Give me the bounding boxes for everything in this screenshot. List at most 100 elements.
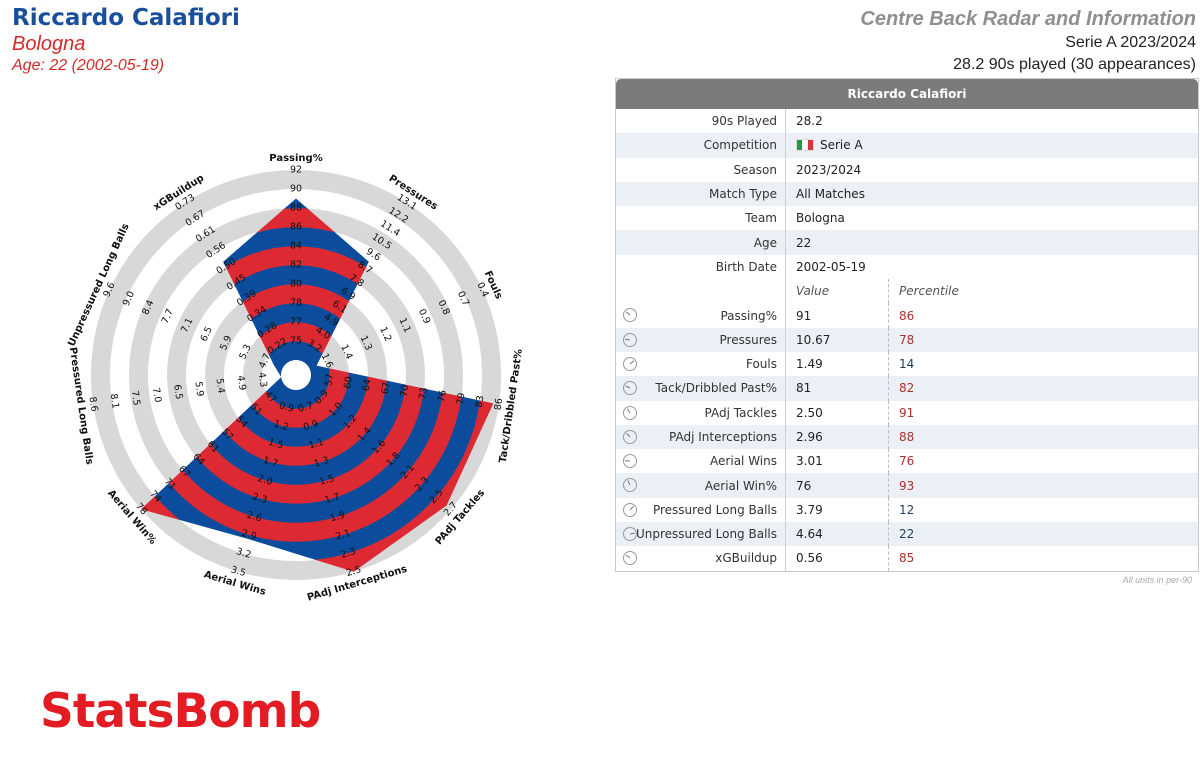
radar-tick-label: 90 bbox=[290, 184, 302, 195]
radar-tick-label: 75 bbox=[290, 336, 302, 347]
metric-percentile: 14 bbox=[888, 351, 914, 377]
pressures-icon bbox=[623, 332, 637, 347]
radar-tick-label: 0.7 bbox=[297, 400, 315, 415]
metric-value: 81 bbox=[796, 381, 812, 396]
radar-tick-label: 1.5 bbox=[267, 437, 285, 452]
info-row: Competition Serie A bbox=[616, 133, 1198, 158]
fouls-icon bbox=[623, 356, 637, 371]
radar-tick-label: 1.9 bbox=[329, 510, 347, 525]
radar-tick-label: 3.5 bbox=[229, 564, 247, 579]
metric-label: Aerial Wins bbox=[616, 449, 786, 474]
info-label: Team bbox=[616, 206, 786, 231]
info-value: 2023/2024 bbox=[796, 162, 862, 177]
metric-label: Pressured Long Balls bbox=[616, 497, 786, 523]
radar-axis-label: Passing% bbox=[269, 153, 322, 164]
radar-tick-label: 2.3 bbox=[340, 546, 358, 561]
metric-percentile: 76 bbox=[888, 449, 914, 474]
metric-row: Tack/Dribbled Past% 81 82 bbox=[616, 376, 1198, 401]
radar-tick-label: 1.2 bbox=[272, 418, 290, 433]
metric-label: xGBuildup bbox=[616, 546, 786, 571]
radar-tick-label: 5.4 bbox=[213, 378, 226, 395]
info-value: 22 bbox=[796, 235, 812, 250]
radar-tick-label: 6.5 bbox=[171, 384, 184, 401]
metric-label: PAdj Tackles bbox=[616, 400, 786, 425]
chart-title: Centre Back Radar and Information bbox=[860, 8, 1196, 30]
metric-percentile: 82 bbox=[888, 376, 914, 401]
col-percentile: Percentile bbox=[888, 279, 959, 304]
metric-percentile: 12 bbox=[888, 497, 914, 523]
radar-tick-label: 86 bbox=[493, 397, 506, 411]
radar-tick-label: 1.3 bbox=[313, 455, 331, 470]
metric-value: 10.67 bbox=[796, 332, 831, 347]
radar-tick-label: 2.5 bbox=[345, 564, 363, 579]
metric-percentile: 22 bbox=[888, 522, 914, 547]
metric-percentile: 86 bbox=[888, 303, 914, 328]
radar-tick-label: 67 bbox=[380, 381, 393, 395]
radar-tick-label: 1.7 bbox=[323, 491, 341, 506]
info-label: Age bbox=[616, 230, 786, 255]
passing-icon bbox=[623, 308, 637, 323]
chart-header: Centre Back Radar and Information Serie … bbox=[860, 6, 1196, 76]
radar-tick-label: 2.3 bbox=[251, 491, 269, 506]
radar-tick-label: 78 bbox=[290, 298, 302, 309]
metric-value: 3.01 bbox=[796, 454, 823, 469]
radar-tick-label: 4.3 bbox=[256, 372, 269, 389]
metric-row: PAdj Interceptions 2.96 88 bbox=[616, 424, 1198, 450]
metric-row: Unpressured Long Balls 4.64 22 bbox=[616, 522, 1198, 547]
metric-label: Fouls bbox=[616, 351, 786, 377]
radar-tick-label: 0.9 bbox=[278, 400, 296, 415]
radar-tick-label: 1.5 bbox=[318, 473, 336, 488]
radar-tick-label: 70 bbox=[399, 384, 412, 398]
pressured-long-balls-icon bbox=[623, 502, 637, 517]
radar-tick-label: 5.9 bbox=[192, 381, 205, 398]
metric-value: 3.79 bbox=[796, 502, 823, 517]
info-row: Match Type All Matches bbox=[616, 181, 1198, 207]
tackles-icon bbox=[623, 405, 637, 420]
info-row: Season 2023/2024 bbox=[616, 157, 1198, 182]
tackles-pct-icon bbox=[623, 381, 637, 396]
info-value: 28.2 bbox=[796, 114, 823, 129]
metrics-column-header: Value Percentile bbox=[616, 279, 1198, 304]
metric-percentile: 91 bbox=[888, 400, 914, 425]
radar-tick-label: 1.1 bbox=[307, 437, 325, 452]
player-name: Riccardo Calafiori bbox=[12, 5, 240, 31]
radar-tick-label: 60 bbox=[342, 376, 355, 390]
info-label: Match Type bbox=[616, 181, 786, 207]
metric-value: 0.56 bbox=[796, 551, 823, 566]
metric-label: Aerial Win% bbox=[616, 473, 786, 498]
radar-tick-label: 2.1 bbox=[334, 528, 352, 543]
info-value: Bologna bbox=[796, 211, 845, 226]
league-season: Serie A 2023/2024 bbox=[1065, 34, 1196, 51]
info-table: Riccardo Calafiori 90s Played 28.2 Competi… bbox=[615, 78, 1199, 572]
age-line: Age: 22 (2002-05-19) bbox=[12, 57, 165, 74]
units-note: All units in per-90 bbox=[1122, 575, 1192, 585]
radar-tick-label: 0.9 bbox=[302, 418, 320, 433]
radar-tick-label: 80 bbox=[290, 279, 302, 290]
radar-tick-label: 8.1 bbox=[108, 393, 121, 410]
radar-tick-label: 83 bbox=[474, 395, 487, 409]
radar-tick-label: 73 bbox=[417, 387, 430, 401]
player-header: Riccardo Calafiori Bologna Age: 22 (2002… bbox=[12, 4, 240, 76]
metric-row: Passing% 91 86 bbox=[616, 303, 1198, 328]
xgbuildup-icon bbox=[623, 551, 637, 566]
metric-label: Passing% bbox=[616, 303, 786, 328]
played-line: 28.2 90s played (30 appearances) bbox=[953, 56, 1196, 73]
info-label: 90s Played bbox=[616, 109, 786, 134]
metric-row: Aerial Wins 3.01 76 bbox=[616, 449, 1198, 474]
team-name: Bologna bbox=[12, 33, 86, 55]
metric-row: xGBuildup 0.56 85 bbox=[616, 546, 1198, 571]
radar-tick-label: 57 bbox=[323, 373, 336, 387]
radar-tick-label: 1.7 bbox=[262, 455, 280, 470]
metric-label: PAdj Interceptions bbox=[616, 424, 786, 450]
info-label: Birth Date bbox=[616, 254, 786, 280]
radar-tick-label: 4.9 bbox=[235, 375, 248, 392]
metric-value: 91 bbox=[796, 308, 812, 323]
aerial-pct-icon bbox=[623, 478, 637, 493]
metric-percentile: 93 bbox=[888, 473, 914, 498]
info-row: Team Bologna bbox=[616, 206, 1198, 231]
metric-row: Pressured Long Balls 3.79 12 bbox=[616, 497, 1198, 523]
info-value: All Matches bbox=[796, 187, 865, 202]
radar-tick-label: 7.0 bbox=[150, 387, 163, 404]
radar-tick-label: 2.9 bbox=[240, 528, 258, 543]
radar-tick-label: 8.6 bbox=[87, 396, 100, 413]
